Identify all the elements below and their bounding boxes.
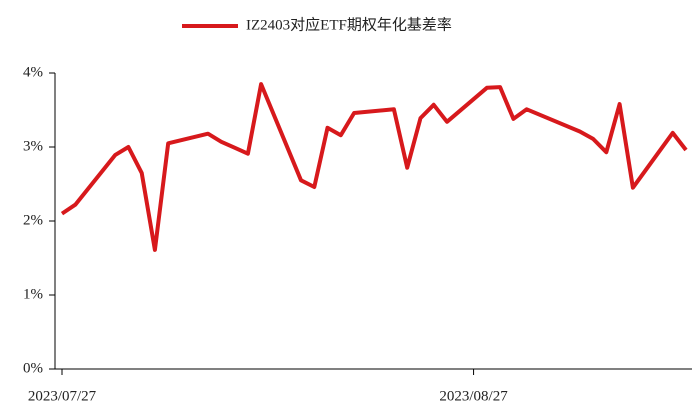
y-tick-label: 1% xyxy=(23,286,43,302)
x-tick-label: 2023/08/27 xyxy=(439,388,508,404)
y-tick-label: 3% xyxy=(23,138,43,154)
x-tick-label: 2023/07/27 xyxy=(28,388,97,404)
legend-label: IZ2403对应ETF期权年化基差率 xyxy=(246,15,452,33)
series-line xyxy=(60,82,688,252)
y-tick-label: 4% xyxy=(23,64,43,80)
y-tick-label: 2% xyxy=(23,212,43,228)
y-tick-label: 0% xyxy=(23,360,43,376)
